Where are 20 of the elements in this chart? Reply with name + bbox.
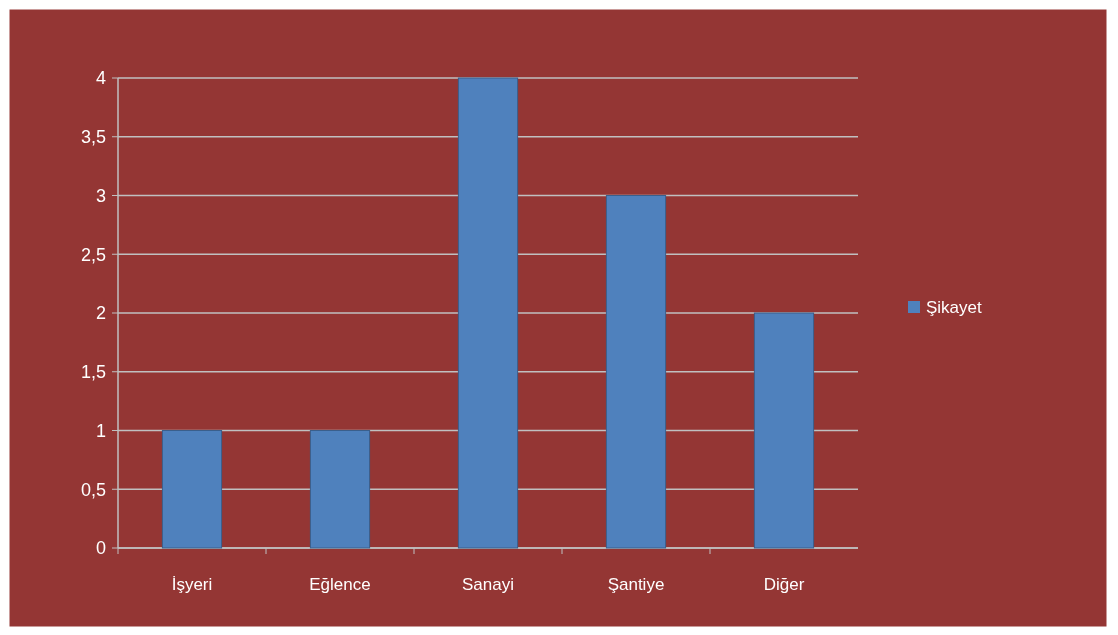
y-tick-label: 3	[95, 185, 106, 206]
x-tick-label: Sanayi	[462, 575, 514, 594]
y-tick-label: 0	[95, 538, 106, 559]
bar	[457, 77, 519, 549]
bar	[605, 195, 667, 549]
y-tick-label: 2	[95, 303, 106, 324]
x-tick-label: İşyeri	[171, 575, 213, 594]
y-tick-label: 0,5	[80, 479, 106, 500]
x-tick-label: Şantiye	[607, 575, 665, 594]
y-tick-label: 3,5	[80, 127, 106, 148]
bar	[753, 312, 815, 549]
bar	[309, 430, 371, 549]
legend-label: Şikayet	[926, 297, 983, 317]
y-tick-label: 1,5	[80, 362, 106, 383]
y-tick-label: 1	[95, 420, 106, 441]
y-tick-label: 2,5	[80, 244, 106, 265]
bar	[161, 430, 223, 549]
x-tick-label: Eğlence	[309, 575, 371, 594]
y-tick-label: 4	[95, 68, 106, 89]
x-tick-label: Diğer	[763, 575, 805, 594]
